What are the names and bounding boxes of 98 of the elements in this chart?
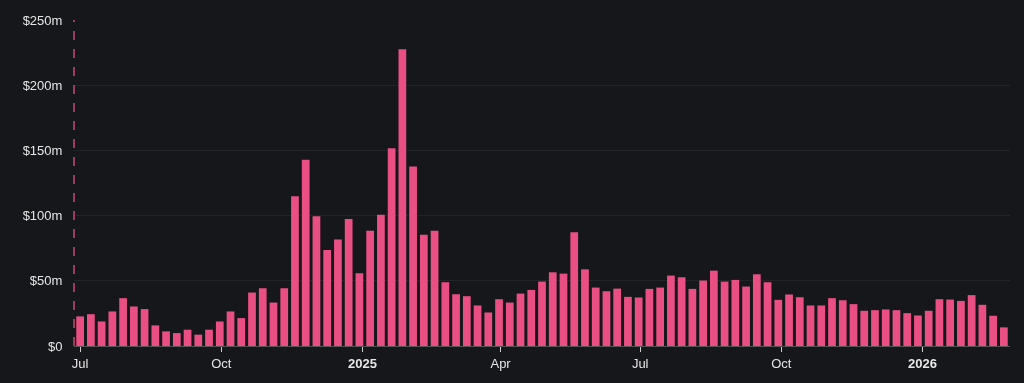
bar xyxy=(387,148,396,346)
bar xyxy=(967,295,976,346)
bar xyxy=(205,329,213,346)
bar xyxy=(581,269,589,346)
bar xyxy=(538,281,546,346)
bar xyxy=(280,288,289,346)
bar xyxy=(441,282,450,346)
x-tick-label: Jul xyxy=(631,355,649,371)
bar xyxy=(752,274,761,346)
y-tick-label: $150m xyxy=(22,142,63,158)
bar xyxy=(473,305,482,346)
bar xyxy=(129,306,138,346)
bar xyxy=(838,300,847,346)
bar xyxy=(548,272,557,346)
bar xyxy=(828,298,836,346)
bar xyxy=(226,311,235,346)
y-tick-label: $250m xyxy=(22,12,63,28)
bar xyxy=(806,305,815,346)
bar xyxy=(462,296,471,346)
bar xyxy=(194,334,203,346)
bar xyxy=(957,300,965,346)
bar xyxy=(731,279,740,346)
bar xyxy=(366,230,375,346)
bar xyxy=(269,302,278,346)
bar xyxy=(849,304,858,346)
bar xyxy=(989,315,997,346)
bar xyxy=(667,275,675,346)
bar xyxy=(881,309,890,346)
bar xyxy=(634,297,643,346)
bar xyxy=(344,219,353,346)
bar xyxy=(248,292,256,346)
bar xyxy=(162,331,170,346)
y-tick-label: $0 xyxy=(47,338,63,354)
bar xyxy=(763,282,772,346)
x-tick-label: Apr xyxy=(490,355,512,371)
bar xyxy=(495,299,503,346)
bar xyxy=(151,325,160,346)
bar xyxy=(334,239,342,346)
bar xyxy=(215,321,224,346)
bar xyxy=(419,234,428,346)
bar xyxy=(258,288,267,346)
bar xyxy=(527,289,536,346)
bar xyxy=(291,196,299,346)
bar xyxy=(570,232,579,346)
bar xyxy=(591,287,600,346)
bar xyxy=(559,273,568,346)
x-tick-label: 2026 xyxy=(908,355,937,371)
bar xyxy=(398,49,407,346)
bar xyxy=(119,298,127,346)
bar xyxy=(516,293,525,346)
x-tick-label: Oct xyxy=(771,355,792,371)
x-tick-label: Oct xyxy=(211,355,232,371)
bar xyxy=(914,315,922,346)
bar xyxy=(677,277,686,346)
x-tick-label: Jul xyxy=(71,355,89,371)
bar xyxy=(946,299,955,346)
bar xyxy=(892,310,901,346)
bar xyxy=(935,299,944,346)
bar xyxy=(301,159,310,346)
bar xyxy=(108,311,117,346)
y-tick-label: $100m xyxy=(22,208,63,224)
bar xyxy=(355,273,364,346)
bar xyxy=(871,310,879,346)
bar xyxy=(237,318,246,346)
bar xyxy=(817,305,826,346)
bar xyxy=(613,288,622,346)
bar xyxy=(1000,327,1008,346)
bar xyxy=(323,250,332,346)
bar xyxy=(774,299,783,346)
bar xyxy=(505,302,514,346)
bar xyxy=(688,288,697,346)
bar xyxy=(645,288,654,346)
bar xyxy=(172,333,181,346)
y-tick-label: $50m xyxy=(29,273,63,289)
y-tick-label: $200m xyxy=(22,77,63,93)
x-tick-label: 2025 xyxy=(348,355,377,371)
bar xyxy=(377,214,385,346)
bar xyxy=(140,309,149,346)
bar xyxy=(699,280,707,346)
bar xyxy=(97,321,106,346)
bar xyxy=(903,313,912,346)
bar xyxy=(785,294,793,346)
bar xyxy=(312,216,321,346)
bar xyxy=(452,294,460,346)
bar xyxy=(87,314,95,346)
bar xyxy=(860,310,869,346)
bar xyxy=(709,270,718,346)
bar xyxy=(430,230,439,346)
bar xyxy=(978,304,987,346)
bar xyxy=(656,287,665,346)
bar xyxy=(742,286,750,346)
bar xyxy=(602,291,611,346)
bar xyxy=(924,310,933,346)
bar xyxy=(720,281,729,346)
bar xyxy=(484,312,493,346)
bar xyxy=(795,297,804,346)
bar xyxy=(624,296,632,346)
bar xyxy=(409,166,417,346)
